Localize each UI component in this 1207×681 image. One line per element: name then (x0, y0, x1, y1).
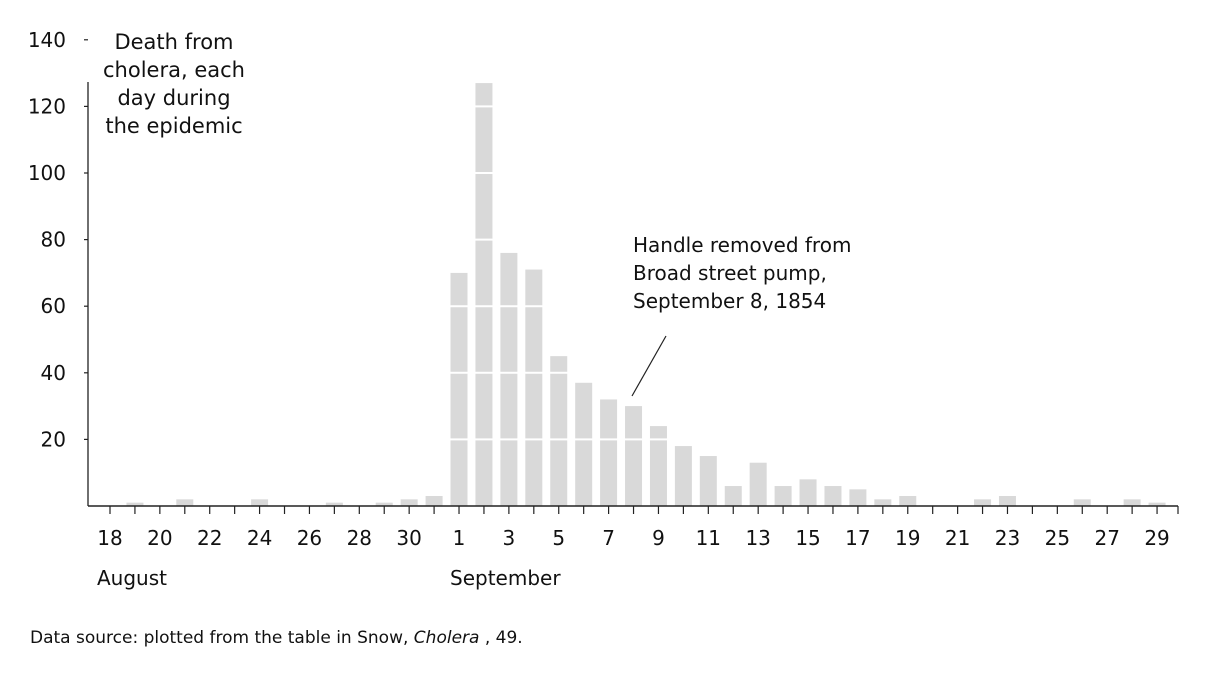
bars (126, 83, 1166, 506)
bar (251, 499, 269, 506)
source-suffix: , 49. (479, 628, 523, 648)
y-tick-label: 40 (41, 361, 66, 385)
bar (450, 272, 468, 506)
y-tick-label: 120 (28, 94, 66, 118)
bar (325, 502, 343, 506)
x-tick-label: 22 (197, 526, 222, 550)
x-axis: 18 20 22 24 26 28 30 1 3 5 7 9 11 13 15 17 19 21 23 25 27 29 (88, 505, 1179, 550)
data-source-note: Data source: plotted from the table in S… (30, 628, 523, 648)
bar (400, 499, 418, 506)
bar (425, 496, 443, 506)
bar (699, 456, 717, 506)
pump-annotation: Handle removed from Broad street pump, S… (633, 231, 851, 315)
annotation-line: Handle removed from (633, 233, 852, 257)
y-tick-label: 140 (28, 28, 66, 52)
x-tick-label: 21 (945, 526, 970, 550)
bar (1123, 499, 1141, 506)
bar (575, 382, 593, 506)
bar (625, 406, 643, 506)
bar (1073, 499, 1091, 506)
source-title: Cholera (413, 628, 480, 648)
y-tick-label: 80 (41, 228, 66, 252)
bar (375, 502, 393, 506)
x-tick-label: 13 (745, 526, 770, 550)
x-tick-label: 20 (147, 526, 172, 550)
x-tick-label: 26 (297, 526, 322, 550)
title-line: day during (117, 86, 231, 110)
x-tick-label: 3 (503, 526, 516, 550)
x-tick-label: 15 (795, 526, 820, 550)
source-prefix: Data source: plotted from the table in S… (30, 628, 414, 648)
annotation-line: September 8, 1854 (633, 289, 827, 313)
month-label-september: September (450, 566, 561, 590)
chart-title: Death from cholera, each day during the … (92, 28, 256, 140)
x-tick-label: 5 (552, 526, 565, 550)
y-tick-label: 20 (41, 427, 66, 451)
x-tick-label: 23 (995, 526, 1020, 550)
x-tick-label: 19 (895, 526, 920, 550)
bar (600, 399, 618, 506)
bar (176, 499, 194, 506)
bar (649, 426, 667, 506)
x-tick-label: 17 (845, 526, 870, 550)
x-tick-label: 9 (652, 526, 665, 550)
x-tick-label: 18 (97, 526, 122, 550)
bar (500, 252, 518, 506)
x-tick-label: 24 (247, 526, 272, 550)
bar (849, 489, 867, 506)
x-tick-label: 30 (396, 526, 421, 550)
bar (126, 502, 144, 506)
bar (724, 486, 742, 506)
y-tick-label: 60 (41, 294, 66, 318)
bar (824, 486, 842, 506)
y-axis: 20 40 60 80 100 120 140 (28, 28, 89, 506)
x-tick-label: 27 (1094, 526, 1119, 550)
bar (774, 486, 792, 506)
bar (475, 83, 493, 506)
bar (899, 496, 917, 506)
x-tick-label: 1 (453, 526, 466, 550)
y-tick-label: 100 (28, 161, 66, 185)
bar (1148, 502, 1166, 506)
annotation-line: Broad street pump, (633, 261, 827, 285)
x-tick-label: 25 (1045, 526, 1070, 550)
x-tick-label: 11 (696, 526, 721, 550)
title-line: Death from (114, 30, 234, 54)
bar (799, 479, 817, 506)
bar (550, 356, 568, 506)
bar (674, 446, 692, 506)
annotation-pointer-line (631, 335, 667, 397)
title-line: the epidemic (105, 114, 243, 138)
bar (874, 499, 892, 506)
title-line: cholera, each (103, 58, 245, 82)
bar (974, 499, 992, 506)
bar (525, 269, 543, 506)
gridlines (90, 38, 1178, 441)
x-tick-label: 7 (602, 526, 615, 550)
bar (749, 462, 767, 506)
x-tick-label: 29 (1144, 526, 1169, 550)
month-label-august: August (97, 566, 167, 590)
x-tick-label: 28 (347, 526, 372, 550)
bar (998, 496, 1016, 506)
